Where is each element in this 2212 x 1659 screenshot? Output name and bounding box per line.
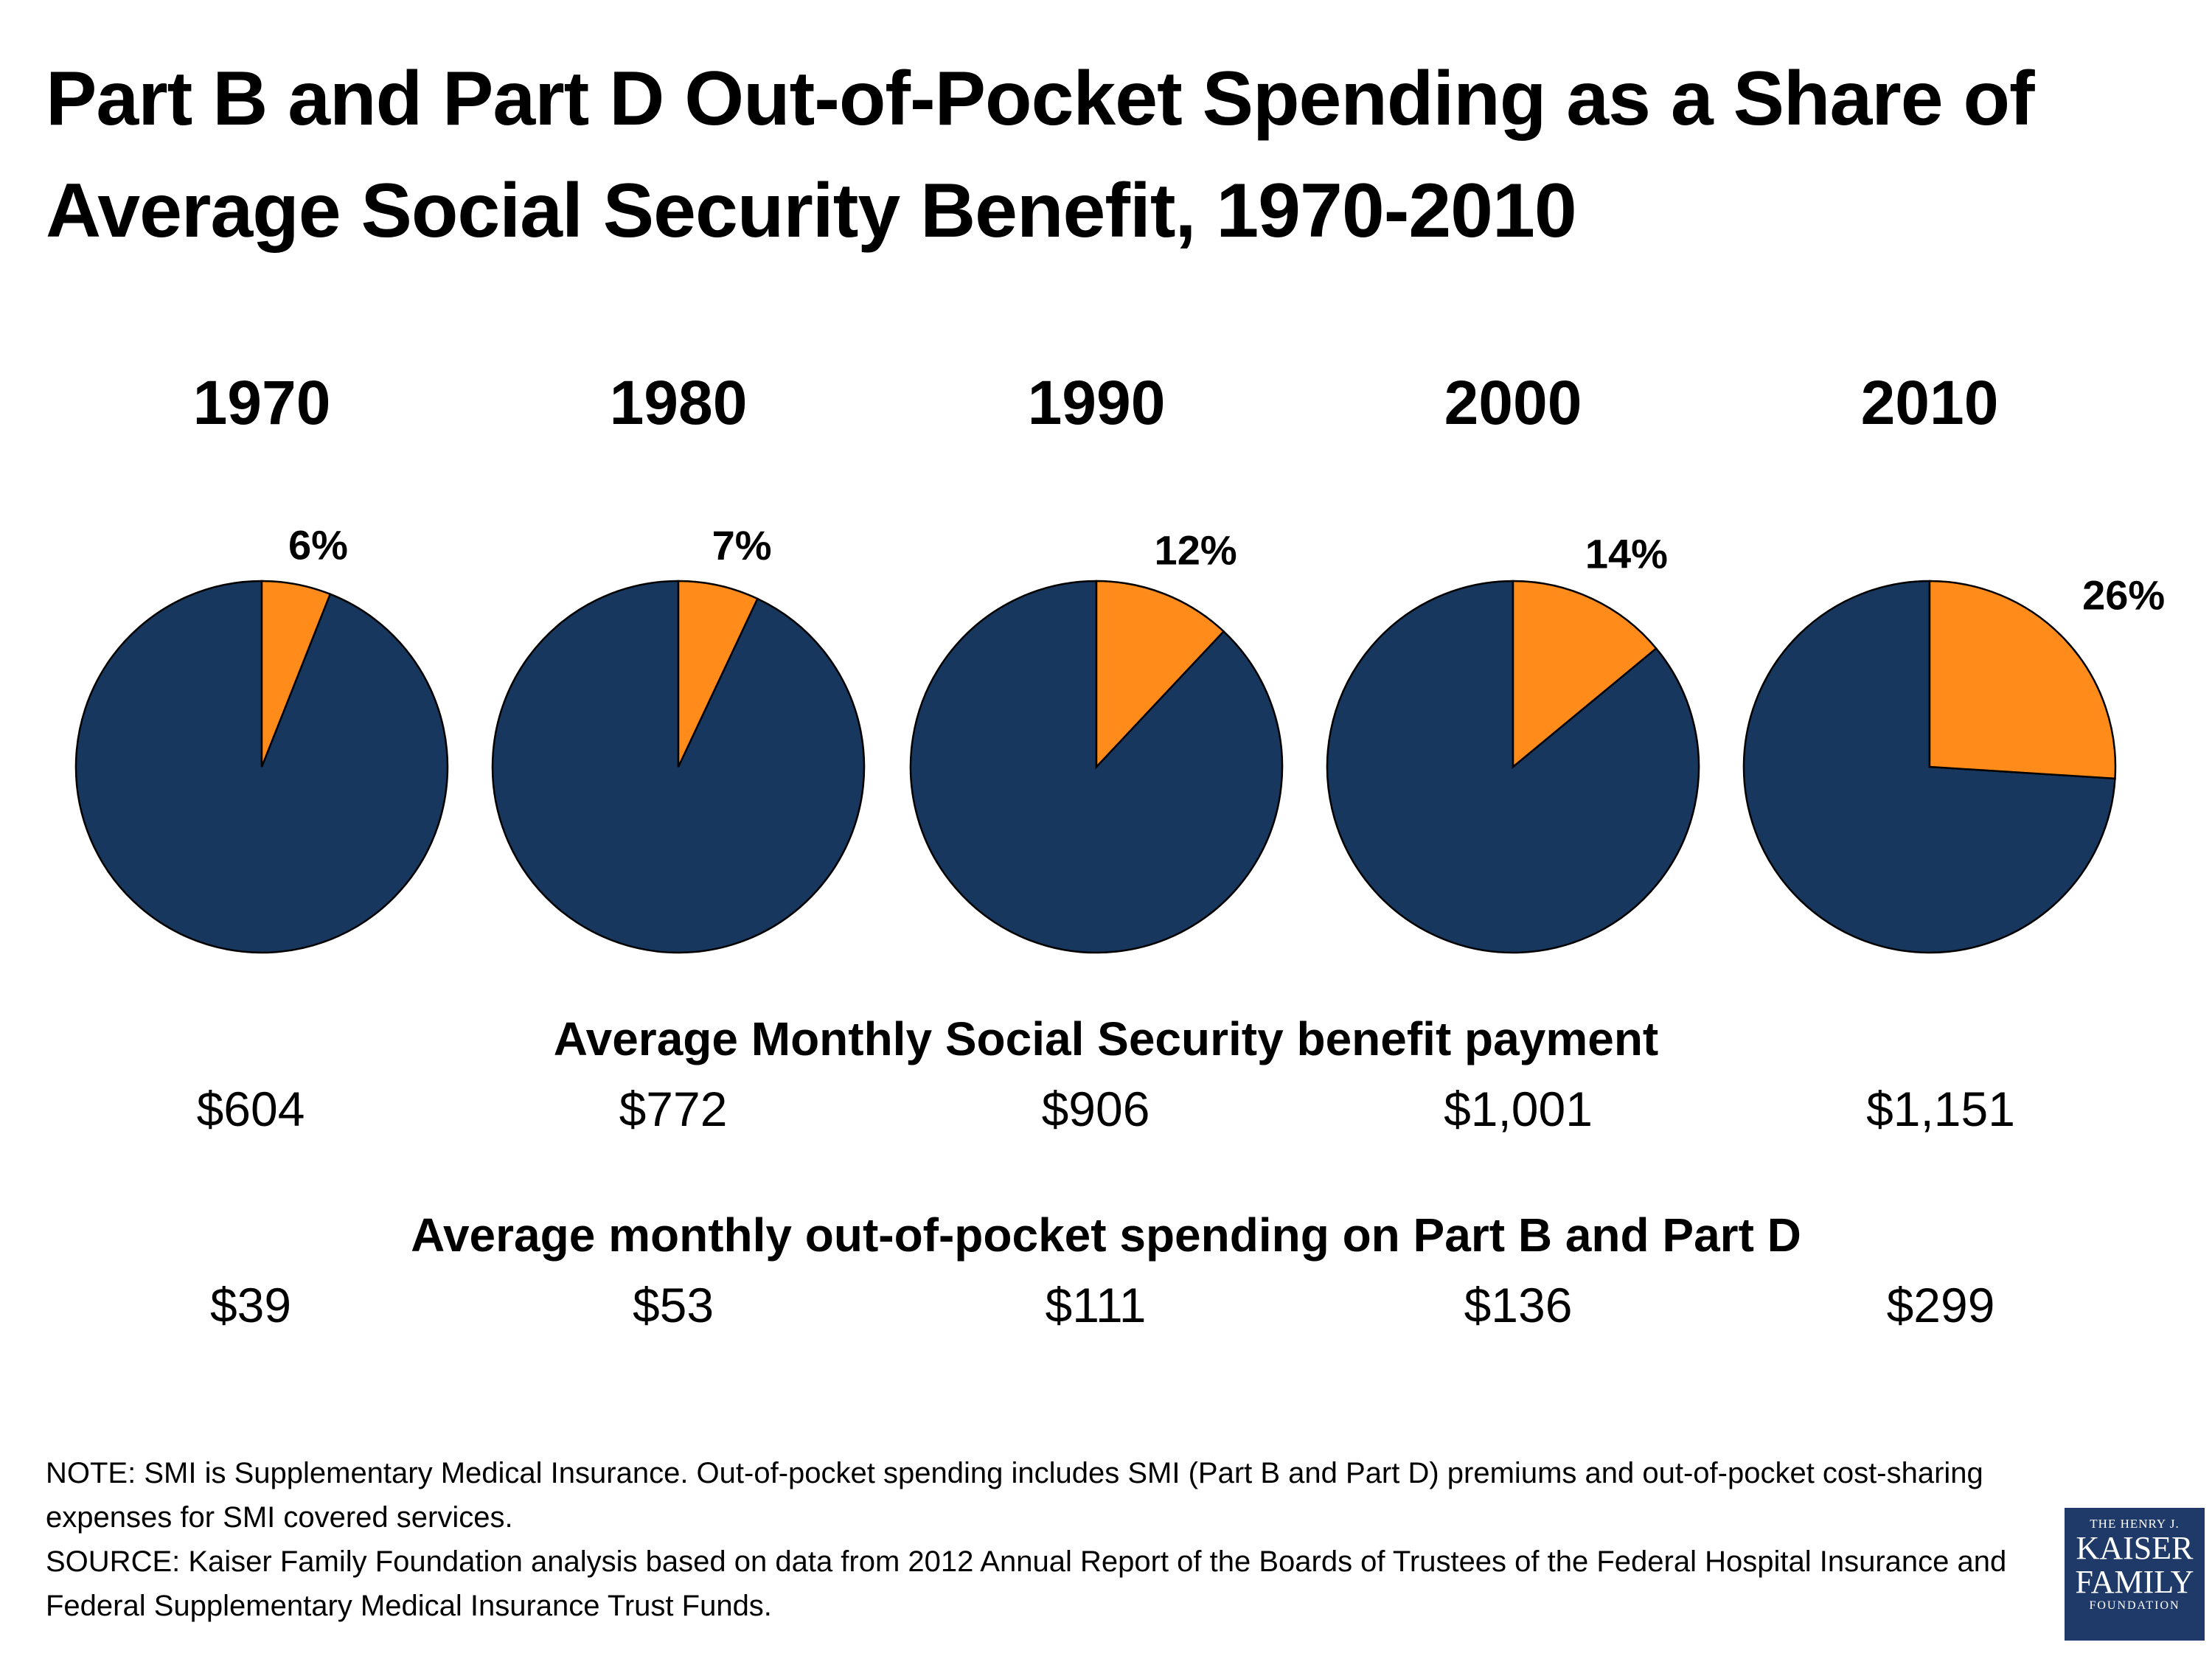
- pct-label-1990: 12%: [1155, 527, 1237, 574]
- logo-line-2: KAISER: [2076, 1530, 2194, 1566]
- benefit-value-1970: $604: [196, 1082, 305, 1136]
- pie-2010: 2010 26%: [1742, 368, 2165, 954]
- note-text: NOTE: SMI is Supplementary Medical Insur…: [46, 1457, 1983, 1534]
- pct-label-2010: 26%: [2082, 572, 2165, 619]
- benefit-value-1980: $772: [619, 1082, 728, 1136]
- year-label-1990: 1990: [1028, 368, 1166, 437]
- oop-value-1980: $53: [632, 1278, 714, 1332]
- year-label-1980: 1980: [610, 368, 748, 437]
- pie-slice-share-2010: [1928, 580, 2117, 780]
- benefit-value-2000: $1,001: [1444, 1082, 1593, 1136]
- year-label-1970: 1970: [193, 368, 331, 437]
- oop-heading: Average monthly out-of-pocket spending o…: [411, 1208, 1801, 1262]
- logo-line-4: FOUNDATION: [2089, 1599, 2180, 1612]
- oop-values-row: $39 $53 $111 $136 $299: [0, 1277, 2212, 1343]
- pie-slice-share-1990: [1095, 580, 1225, 770]
- year-label-2010: 2010: [1861, 368, 1999, 437]
- pct-label-1980: 7%: [712, 522, 772, 568]
- benefit-heading: Average Monthly Social Security benefit …: [553, 1012, 1659, 1065]
- oop-value-2010: $299: [1886, 1278, 1995, 1332]
- pct-label-1970: 6%: [288, 522, 348, 568]
- oop-value-1970: $39: [209, 1278, 292, 1332]
- oop-value-2000: $136: [1464, 1278, 1573, 1332]
- pie-2000: 2000 14%: [1326, 368, 1700, 954]
- pie-1980: 1980 7%: [491, 368, 866, 954]
- oop-value-1990: $111: [1045, 1278, 1147, 1332]
- pie-slice-share-1980: [677, 580, 759, 768]
- logo-line-3: FAMILY: [2075, 1564, 2194, 1600]
- kff-logo: THE HENRY J. KAISER FAMILY FOUNDATION: [2065, 1508, 2205, 1641]
- pie-charts: 1970 6% 1980 7% 1990 12% 2000 14% 2010 26%: [74, 368, 2165, 954]
- benefit-value-2010: $1,151: [1866, 1082, 2015, 1136]
- pct-label-2000: 14%: [1585, 531, 1668, 577]
- source-text: SOURCE: Kaiser Family Foundation analysi…: [46, 1545, 2007, 1622]
- pie-slice-share-2000: [1512, 580, 1658, 769]
- benefit-value-1990: $906: [1041, 1082, 1150, 1136]
- logo-line-1: THE HENRY J.: [2090, 1517, 2180, 1531]
- footnotes: NOTE: SMI is Supplementary Medical Insur…: [46, 1451, 2037, 1628]
- year-label-2000: 2000: [1444, 368, 1582, 437]
- pie-1970: 1970 6%: [74, 368, 449, 954]
- chart-title: Part B and Part D Out-of-Pocket Spending…: [46, 56, 2035, 254]
- pie-1990: 1990 12%: [909, 368, 1284, 954]
- benefit-values-row: $604 $772 $906 $1,001 $1,151: [0, 1081, 2212, 1147]
- pie-slice-share-1970: [260, 580, 332, 768]
